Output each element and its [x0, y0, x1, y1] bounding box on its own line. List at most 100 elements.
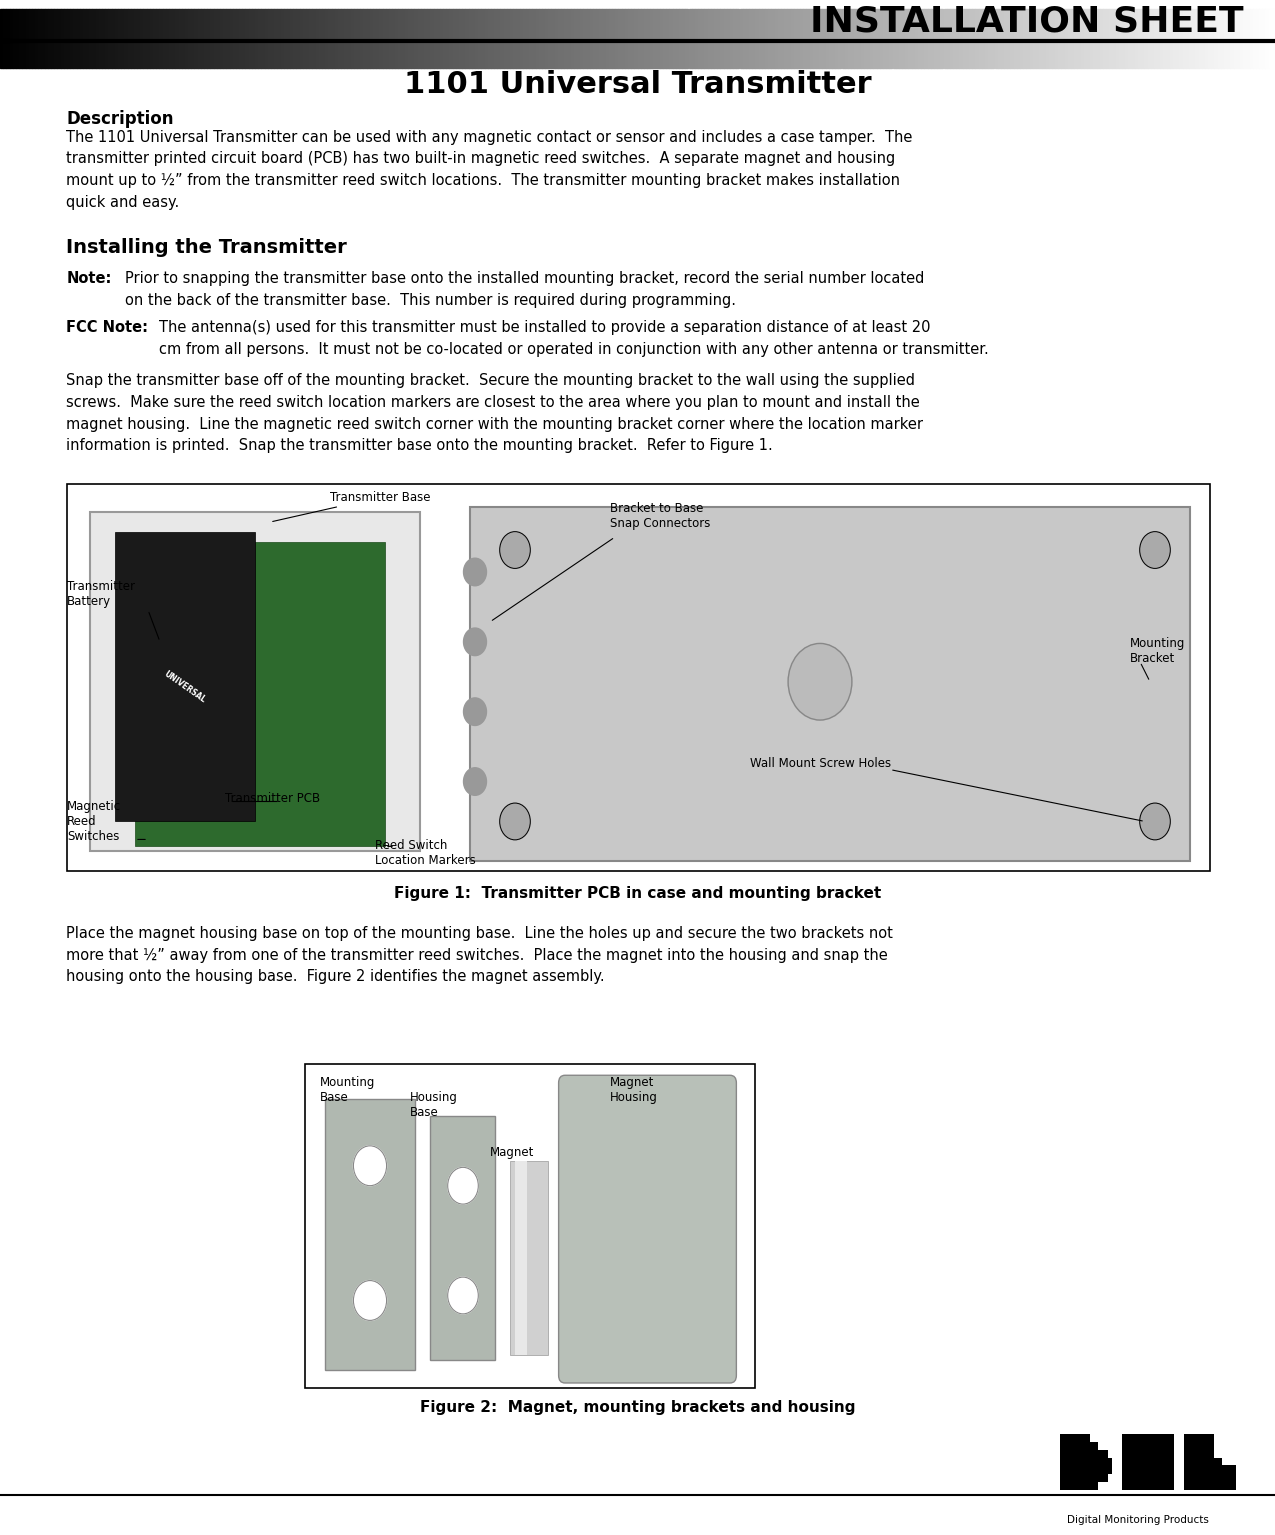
Bar: [207, 41, 210, 68]
Bar: [555, 9, 558, 41]
Bar: [360, 41, 363, 68]
Bar: [325, 1099, 414, 1371]
Bar: [921, 41, 924, 68]
Bar: [213, 41, 217, 68]
Bar: [765, 9, 768, 41]
Bar: [1001, 41, 1003, 68]
Text: FCC Note:: FCC Note:: [66, 321, 148, 336]
Bar: [1188, 41, 1192, 68]
Bar: [440, 9, 442, 41]
Bar: [166, 41, 168, 68]
Bar: [533, 9, 535, 41]
Bar: [797, 41, 799, 68]
Bar: [593, 9, 595, 41]
Bar: [561, 41, 564, 68]
Bar: [813, 9, 816, 41]
Bar: [51, 41, 54, 68]
Bar: [551, 41, 555, 68]
Bar: [701, 9, 704, 41]
Bar: [380, 41, 382, 68]
Bar: [321, 9, 325, 41]
Bar: [1173, 9, 1176, 41]
Bar: [691, 9, 695, 41]
Bar: [799, 41, 803, 68]
Bar: [305, 1064, 755, 1388]
Bar: [1119, 41, 1122, 68]
Bar: [533, 41, 535, 68]
Text: The 1101 Universal Transmitter can be used with any magnetic contact or sensor a: The 1101 Universal Transmitter can be us…: [66, 130, 913, 210]
Bar: [784, 41, 787, 68]
Bar: [312, 9, 316, 41]
Bar: [1262, 9, 1265, 41]
Bar: [1060, 1449, 1108, 1458]
Bar: [430, 1116, 495, 1360]
Circle shape: [1140, 803, 1170, 840]
Bar: [219, 9, 223, 41]
Bar: [434, 9, 436, 41]
Bar: [1218, 9, 1220, 41]
Bar: [153, 9, 156, 41]
Bar: [678, 9, 682, 41]
Bar: [150, 9, 153, 41]
Bar: [115, 533, 255, 821]
Bar: [963, 41, 965, 68]
Bar: [717, 9, 720, 41]
Bar: [965, 9, 969, 41]
Bar: [765, 41, 768, 68]
Text: Mounting
Base: Mounting Base: [320, 1076, 375, 1104]
Bar: [255, 9, 258, 41]
Bar: [357, 9, 361, 41]
Bar: [864, 41, 867, 68]
Bar: [822, 9, 825, 41]
Bar: [1246, 41, 1250, 68]
Bar: [1176, 41, 1179, 68]
Bar: [1237, 9, 1239, 41]
Bar: [354, 41, 357, 68]
Bar: [676, 9, 678, 41]
Bar: [430, 9, 434, 41]
Bar: [85, 41, 89, 68]
Bar: [1135, 41, 1137, 68]
Bar: [854, 9, 857, 41]
Bar: [720, 9, 723, 41]
Bar: [1148, 41, 1150, 68]
Bar: [1046, 9, 1048, 41]
Bar: [606, 9, 609, 41]
Bar: [714, 41, 717, 68]
Bar: [1128, 41, 1132, 68]
Bar: [984, 9, 988, 41]
Bar: [625, 9, 627, 41]
Bar: [759, 41, 761, 68]
Bar: [278, 9, 280, 41]
Bar: [826, 9, 829, 41]
Bar: [344, 9, 347, 41]
Bar: [446, 9, 449, 41]
Bar: [657, 9, 659, 41]
Bar: [73, 9, 76, 41]
Bar: [1122, 1449, 1174, 1458]
Bar: [68, 484, 1210, 872]
Bar: [580, 9, 583, 41]
Bar: [992, 41, 994, 68]
Bar: [242, 41, 245, 68]
Bar: [555, 41, 558, 68]
Bar: [842, 9, 844, 41]
Bar: [816, 9, 819, 41]
Bar: [704, 41, 708, 68]
Bar: [13, 41, 15, 68]
Bar: [1060, 1441, 1098, 1451]
Bar: [459, 9, 462, 41]
Bar: [427, 41, 430, 68]
Bar: [124, 41, 128, 68]
Bar: [1214, 41, 1218, 68]
Bar: [1023, 9, 1026, 41]
Bar: [191, 41, 194, 68]
Bar: [19, 9, 22, 41]
Bar: [48, 9, 51, 41]
Text: 1101 Universal Transmitter: 1101 Universal Transmitter: [404, 71, 871, 100]
Bar: [510, 41, 513, 68]
Bar: [520, 9, 523, 41]
Bar: [890, 41, 892, 68]
Bar: [32, 9, 36, 41]
Bar: [201, 41, 204, 68]
